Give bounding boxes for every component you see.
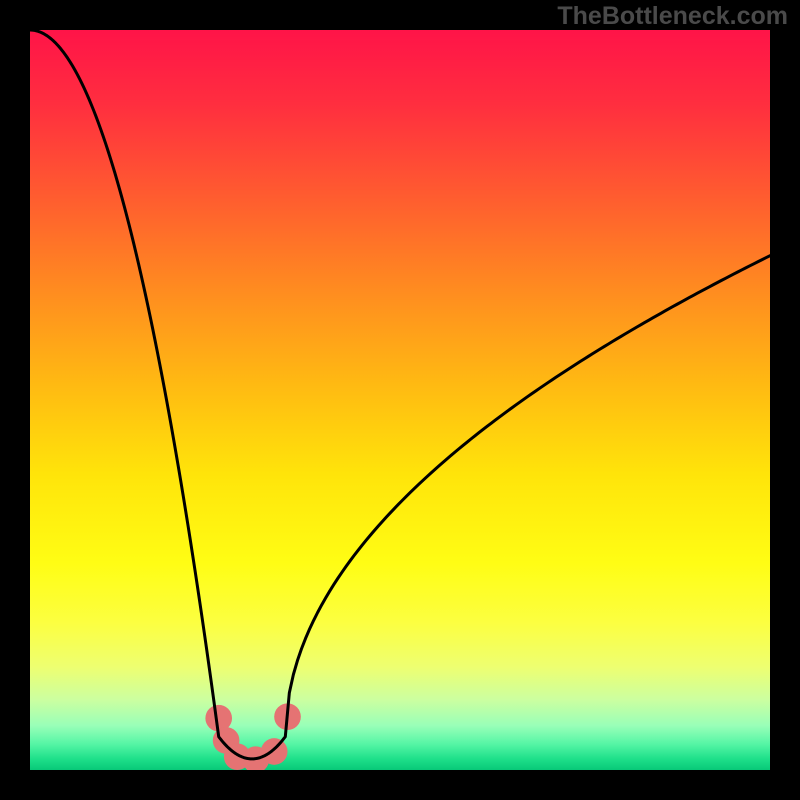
bottleneck-curve <box>30 30 770 759</box>
data-marker <box>261 738 288 765</box>
curve-layer <box>30 30 770 770</box>
plot-area <box>30 30 770 770</box>
stage: TheBottleneck.com <box>0 0 800 800</box>
watermark-text: TheBottleneck.com <box>557 2 788 31</box>
